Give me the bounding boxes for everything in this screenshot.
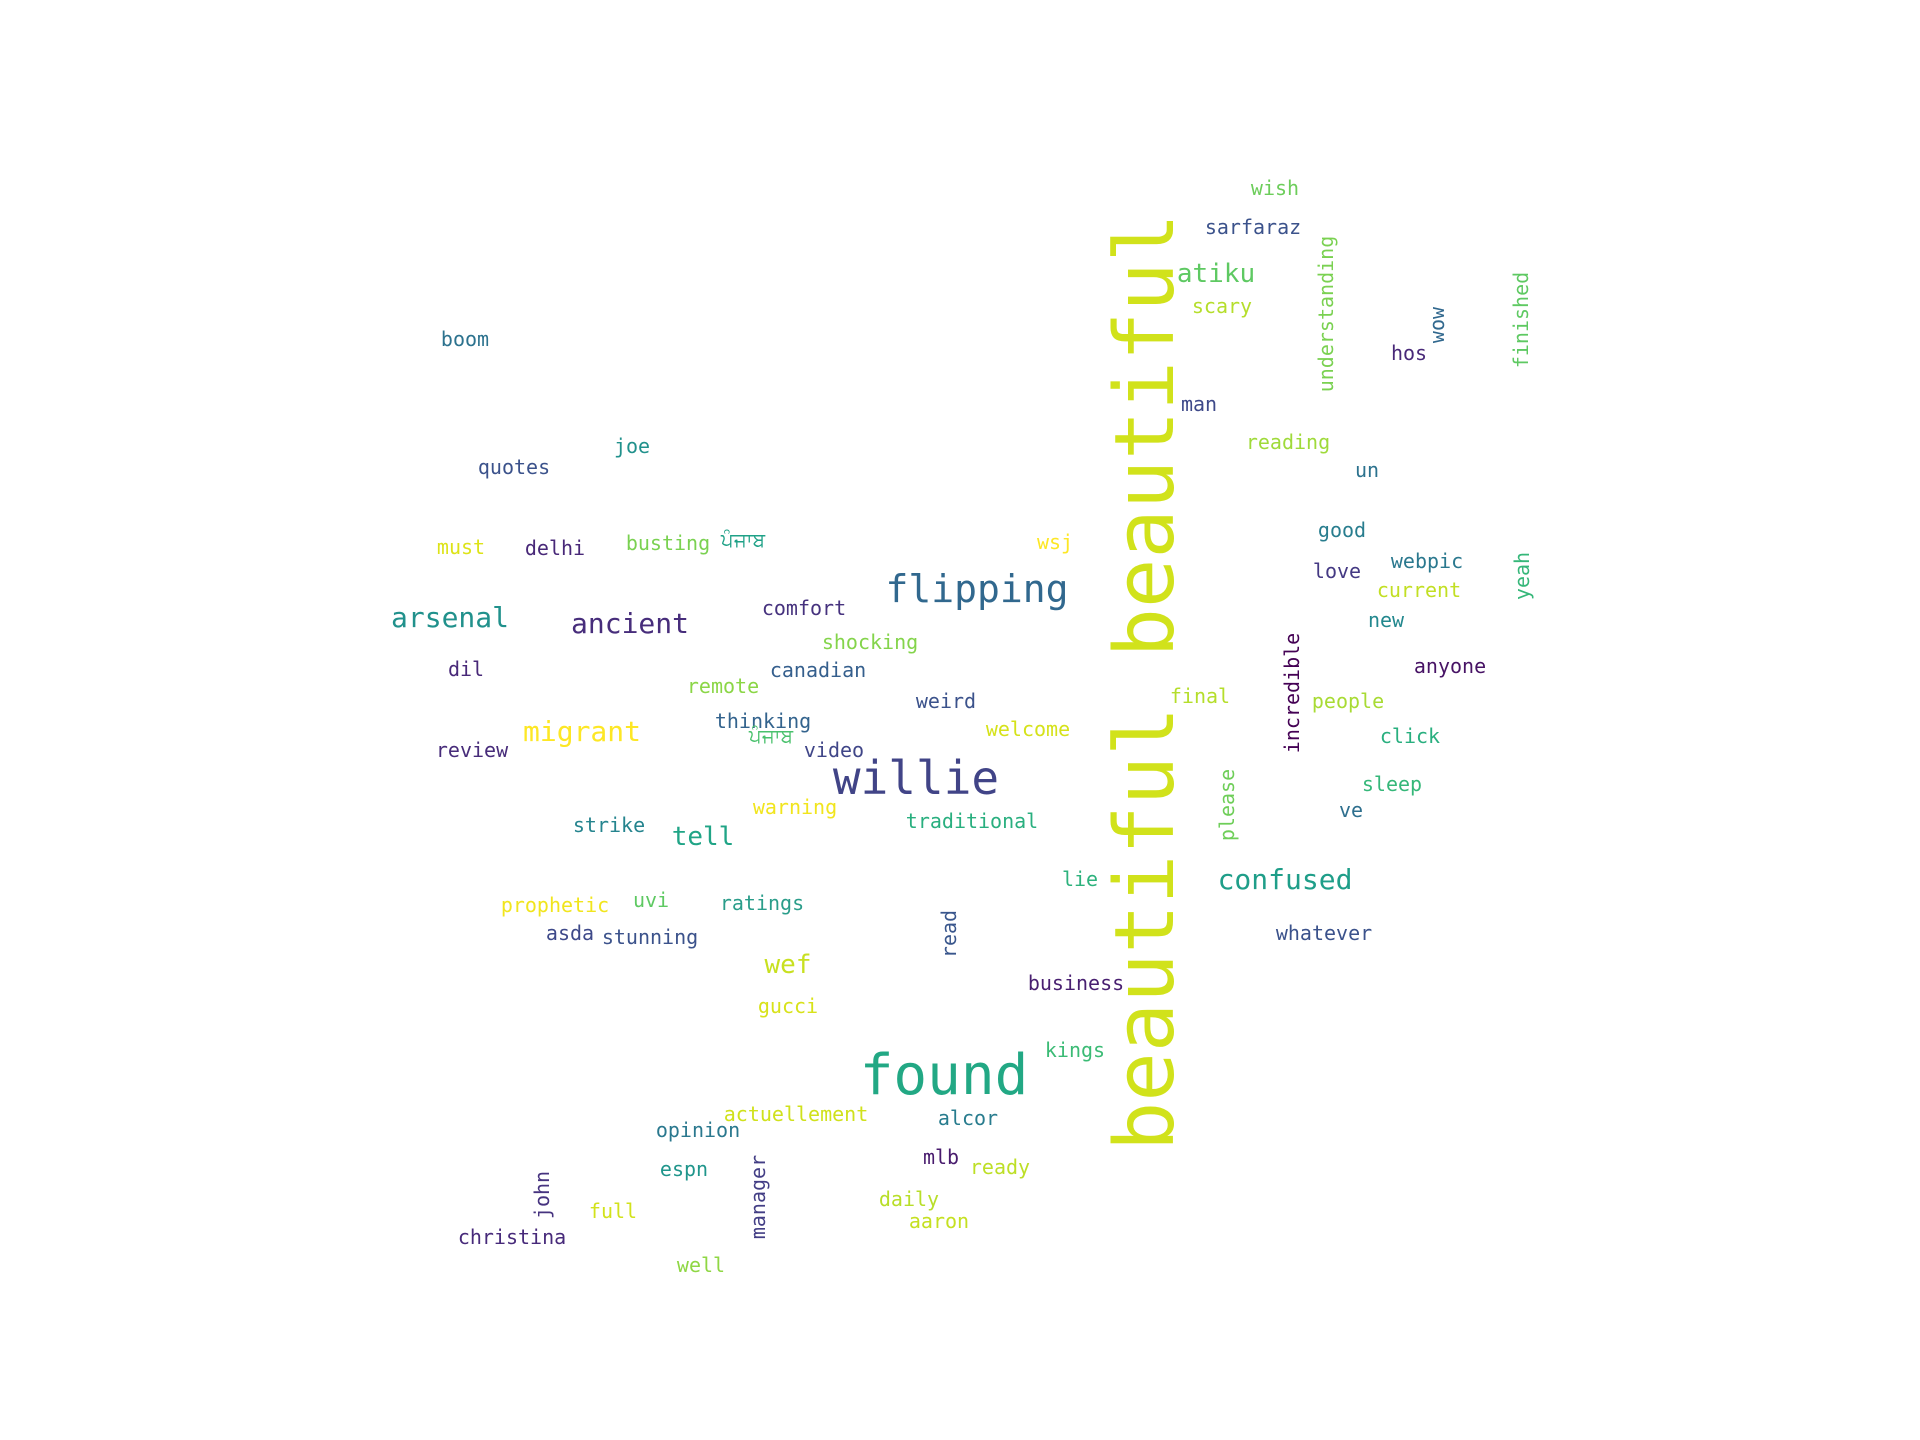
word-incredible-37: incredible bbox=[1280, 632, 1304, 754]
word-kings-67: kings bbox=[1044, 1038, 1106, 1062]
word-alcor-69: alcor bbox=[937, 1106, 999, 1130]
word-confused-7: confused bbox=[1217, 863, 1353, 896]
word-atiku-8: atiku bbox=[1176, 259, 1256, 289]
word-uvi-59: uvi bbox=[632, 888, 670, 912]
word-gucci-66: gucci bbox=[757, 994, 819, 1018]
word-beautiful-beautiful-0: beautiful beautiful bbox=[1098, 213, 1193, 1151]
word-actuellement-68: actuellement bbox=[723, 1102, 869, 1126]
word-weird-44: weird bbox=[915, 689, 977, 713]
word-flipping-3: flipping bbox=[885, 567, 1069, 611]
word-ve-54: ve bbox=[1338, 798, 1364, 822]
word-comfort-35: comfort bbox=[761, 596, 847, 620]
word-migrant-6: migrant bbox=[522, 715, 642, 748]
word-tell-9: tell bbox=[671, 822, 735, 852]
word-reading-19: reading bbox=[1245, 430, 1331, 454]
word-wsj-28: wsj bbox=[1036, 530, 1074, 554]
word-joe-22: joe bbox=[613, 434, 651, 458]
word-prophetic-58: prophetic bbox=[500, 893, 610, 917]
word-christina-79: christina bbox=[457, 1225, 567, 1249]
word-espn-73: espn bbox=[659, 1157, 709, 1181]
word-ratings-60: ratings bbox=[719, 891, 805, 915]
word-canadian-41: canadian bbox=[769, 658, 867, 682]
word-daily-77: daily bbox=[878, 1187, 940, 1211]
word-opinion-70: opinion bbox=[655, 1118, 741, 1142]
word-busting-26: busting bbox=[625, 531, 711, 555]
word-whatever-64: whatever bbox=[1275, 921, 1373, 945]
word-current-33: current bbox=[1376, 578, 1462, 602]
word-thinking-45: thinking bbox=[714, 709, 812, 733]
word-ready-72: ready bbox=[969, 1155, 1031, 1179]
word-anyone-38: anyone bbox=[1413, 654, 1487, 678]
word-click-47: click bbox=[1379, 724, 1441, 748]
word-manager-75: manager bbox=[746, 1154, 770, 1240]
word-dil-39: dil bbox=[447, 657, 485, 681]
word-shocking-36: shocking bbox=[821, 630, 919, 654]
word--49: ਪੰਜਾਬ bbox=[748, 724, 794, 748]
word-love-32: love bbox=[1312, 559, 1362, 583]
word-wow-16: wow bbox=[1425, 306, 1449, 344]
word-mlb-71: mlb bbox=[922, 1145, 960, 1169]
word-good-29: good bbox=[1317, 518, 1367, 542]
word-please-51: please bbox=[1215, 768, 1239, 842]
word-arsenal-5: arsenal bbox=[390, 601, 510, 634]
word-welcome-46: welcome bbox=[985, 717, 1071, 741]
word-remote-40: remote bbox=[686, 674, 760, 698]
word-finished-17: finished bbox=[1509, 271, 1533, 369]
word-strike-55: strike bbox=[572, 813, 646, 837]
word-un-20: un bbox=[1354, 458, 1380, 482]
word-video-50: video bbox=[803, 738, 865, 762]
word-lie-57: lie bbox=[1061, 867, 1099, 891]
word-wef-10: wef bbox=[764, 950, 812, 980]
word-willie-2: willie bbox=[832, 751, 1000, 805]
word-people-43: people bbox=[1311, 689, 1385, 713]
word-well-80: well bbox=[676, 1253, 726, 1277]
word-review-48: review bbox=[435, 738, 509, 762]
word-ancient-4: ancient bbox=[570, 607, 690, 640]
word-yeah-31: yeah bbox=[1510, 551, 1534, 601]
word-warning-53: warning bbox=[752, 795, 838, 819]
word-must-24: must bbox=[436, 535, 486, 559]
word-new-34: new bbox=[1367, 608, 1405, 632]
word-hos-15: hos bbox=[1390, 341, 1428, 365]
word-stunning-63: stunning bbox=[601, 925, 699, 949]
word-asda-62: asda bbox=[545, 921, 595, 945]
word-found-1: found bbox=[859, 1043, 1029, 1108]
word-final-42: final bbox=[1169, 684, 1231, 708]
word-sarfaraz-12: sarfaraz bbox=[1204, 215, 1302, 239]
word-traditional-56: traditional bbox=[905, 809, 1039, 833]
word-quotes-23: quotes bbox=[477, 455, 551, 479]
word-understanding-14: understanding bbox=[1314, 235, 1338, 393]
word-webpic-30: webpic bbox=[1390, 549, 1464, 573]
word-john-74: john bbox=[530, 1170, 554, 1220]
word-scary-13: scary bbox=[1191, 294, 1253, 318]
word--27: ਪੰਜਾਬ bbox=[720, 528, 766, 552]
word-sleep-52: sleep bbox=[1361, 772, 1423, 796]
word-business-65: business bbox=[1027, 971, 1125, 995]
word-full-76: full bbox=[588, 1199, 638, 1223]
word-wish-11: wish bbox=[1250, 176, 1300, 200]
word-read-61: read bbox=[937, 909, 961, 959]
word-aaron-78: aaron bbox=[908, 1209, 970, 1233]
word-delhi-25: delhi bbox=[524, 536, 586, 560]
word-boom-21: boom bbox=[440, 327, 490, 351]
word-man-18: man bbox=[1180, 392, 1218, 416]
